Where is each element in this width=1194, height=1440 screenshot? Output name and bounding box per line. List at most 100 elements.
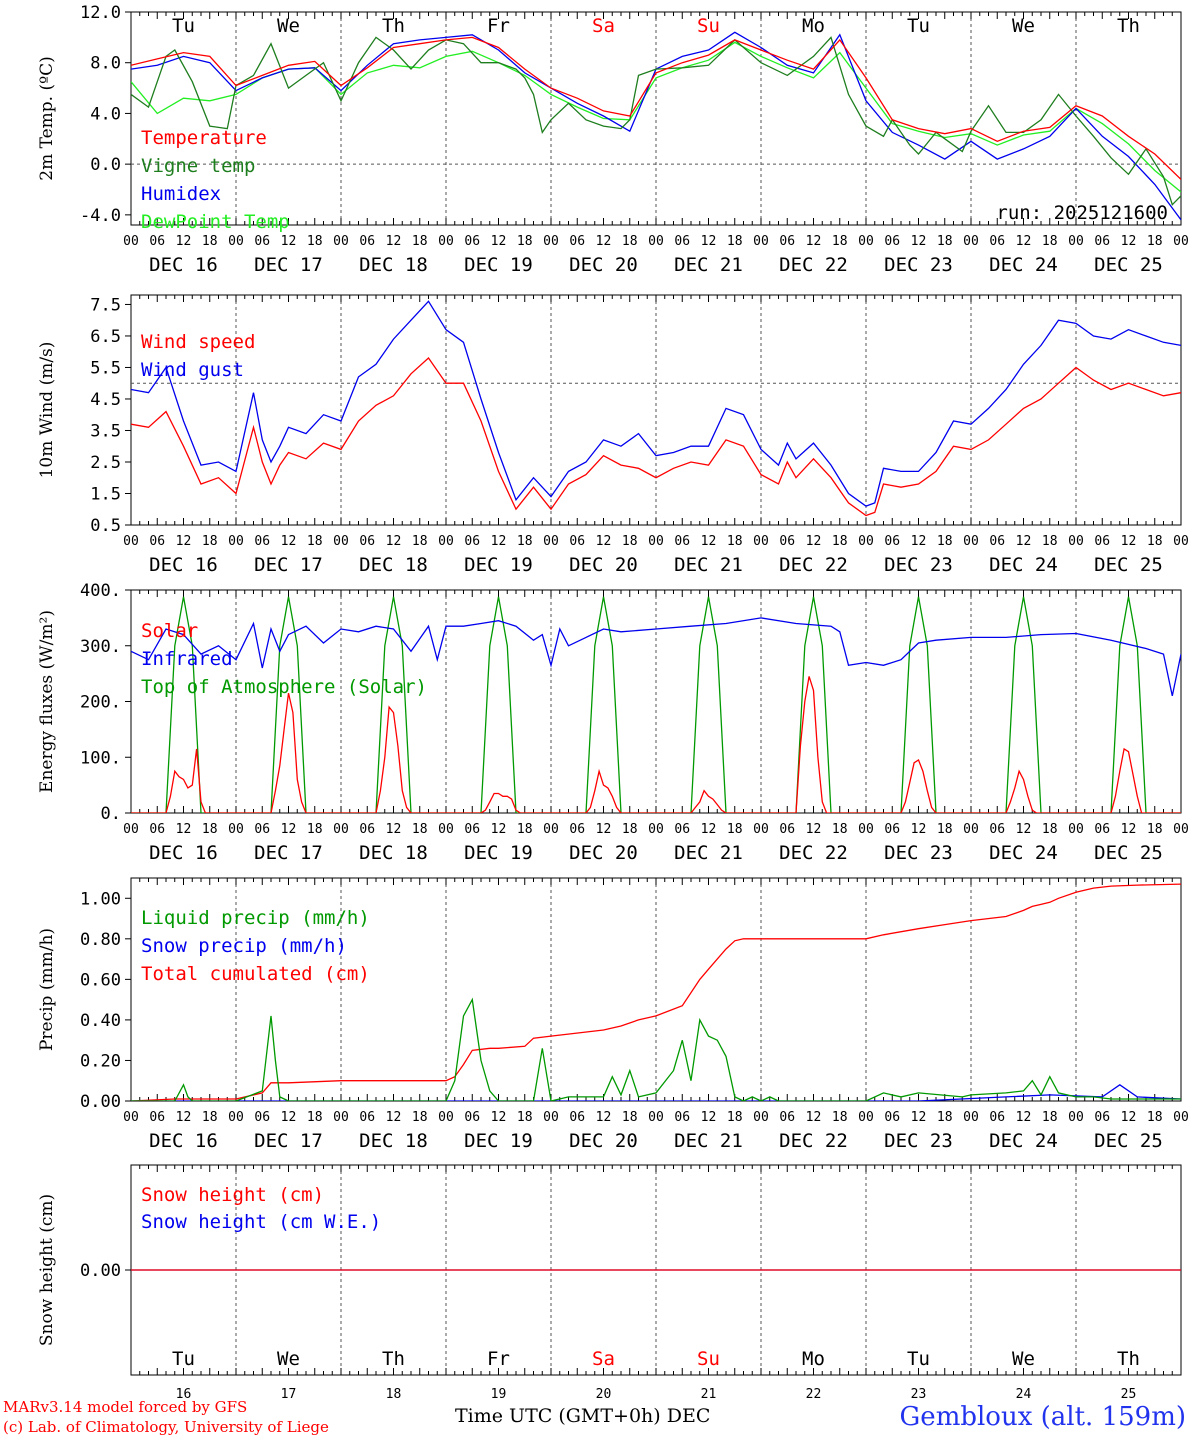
energy-date-label: DEC 17 — [254, 842, 323, 864]
precip-hour-label: 12 — [491, 1110, 507, 1125]
precip-hour-label: 18 — [1042, 1110, 1058, 1125]
energy-series-line — [131, 596, 1181, 813]
temp-hour-label: 06 — [884, 234, 900, 249]
snow-y-tick-label: 0.00 — [80, 1261, 121, 1281]
bottom-day-name: We — [277, 1348, 300, 1370]
temp-y-tick-label: -4.0 — [80, 206, 121, 226]
precip-date-label: DEC 18 — [359, 1130, 428, 1152]
bottom-day-number: 25 — [1121, 1387, 1137, 1402]
precip-hour-label: 00 — [228, 1110, 244, 1125]
precip-y-tick-label: 0.40 — [80, 1011, 121, 1031]
wind-hour-label: 18 — [1147, 534, 1163, 549]
snow-legend-entry: Snow height (cm) — [141, 1184, 324, 1206]
time-axis-title: Time UTC (GMT+0h) DEC — [455, 1405, 711, 1427]
precip-hour-label: 00 — [753, 1110, 769, 1125]
bottom-day-name: Su — [697, 1348, 720, 1370]
wind-hour-label: 00 — [648, 534, 664, 549]
top-day-name: Th — [382, 15, 405, 37]
wind-hour-label: 18 — [937, 534, 953, 549]
bottom-day-name: Tu — [172, 1348, 195, 1370]
wind-hour-label: 12 — [491, 534, 507, 549]
wind-hour-label: 06 — [884, 534, 900, 549]
bottom-day-number: 24 — [1016, 1387, 1032, 1402]
temp-hour-label: 18 — [202, 234, 218, 249]
temp-hour-label: 12 — [701, 234, 717, 249]
precip-hour-label: 12 — [911, 1110, 927, 1125]
temp-hour-label: 12 — [176, 234, 192, 249]
precip-hour-label: 06 — [989, 1110, 1005, 1125]
energy-date-label: DEC 23 — [884, 842, 953, 864]
wind-series-line — [131, 300, 1181, 507]
wind-hour-label: 00 — [858, 534, 874, 549]
wind-hour-label: 12 — [1121, 534, 1137, 549]
temp-y-tick-label: 12.0 — [80, 3, 121, 23]
precip-series-line — [131, 997, 1181, 1101]
precip-hour-label: 06 — [359, 1110, 375, 1125]
temp-hour-label: 06 — [779, 234, 795, 249]
precip-hour-label: 18 — [307, 1110, 323, 1125]
wind-hour-label: 12 — [911, 534, 927, 549]
precip-hour-label: 06 — [149, 1110, 165, 1125]
temp-y-axis-label: 2m Temp. (ºC) — [37, 56, 57, 181]
precip-hour-label: 06 — [254, 1110, 270, 1125]
precip-hour-label: 18 — [727, 1110, 743, 1125]
precip-hour-label: 06 — [674, 1110, 690, 1125]
precip-hour-label: 00 — [543, 1110, 559, 1125]
temp-legend-entry: Temperature — [141, 127, 267, 149]
wind-legend-entry: Wind gust — [141, 359, 244, 381]
wind-y-tick-label: 4.5 — [90, 390, 121, 410]
energy-hour-label: 18 — [1147, 822, 1163, 837]
energy-date-label: DEC 21 — [674, 842, 743, 864]
wind-hour-label: 12 — [806, 534, 822, 549]
temp-legend-entry: Vigne temp — [141, 155, 255, 177]
wind-hour-label: 00 — [1068, 534, 1084, 549]
energy-hour-label: 06 — [254, 822, 270, 837]
precip-date-label: DEC 19 — [464, 1130, 533, 1152]
wind-y-axis-label: 10m Wind (m/s) — [37, 342, 57, 479]
bottom-day-number: 18 — [386, 1387, 402, 1402]
energy-y-tick-label: 200. — [80, 693, 121, 713]
precip-legend-entry: Total cumulated (cm) — [141, 963, 370, 985]
energy-date-label: DEC 18 — [359, 842, 428, 864]
energy-hour-label: 06 — [359, 822, 375, 837]
energy-hour-label: 18 — [517, 822, 533, 837]
temp-date-label: DEC 25 — [1094, 254, 1163, 276]
bottom-day-number: 23 — [911, 1387, 927, 1402]
temp-hour-label: 06 — [989, 234, 1005, 249]
wind-hour-label: 00 — [228, 534, 244, 549]
top-day-name: We — [277, 15, 300, 37]
wind-hour-label: 12 — [176, 534, 192, 549]
wind-hour-label: 18 — [412, 534, 428, 549]
wind-date-label: DEC 25 — [1094, 554, 1163, 576]
energy-series-line — [131, 676, 1181, 813]
precip-date-label: DEC 17 — [254, 1130, 323, 1152]
run-label: run: 2025121600 — [996, 202, 1168, 224]
top-day-name: Sa — [592, 15, 615, 37]
wind-hour-label: 12 — [386, 534, 402, 549]
wind-hour-label: 06 — [779, 534, 795, 549]
energy-hour-label: 12 — [281, 822, 297, 837]
wind-hour-label: 06 — [989, 534, 1005, 549]
energy-hour-label: 00 — [438, 822, 454, 837]
precip-hour-label: 18 — [622, 1110, 638, 1125]
top-day-name: Mo — [802, 15, 825, 37]
temp-y-tick-label: 0.0 — [90, 155, 121, 175]
bottom-day-name: Th — [1117, 1348, 1140, 1370]
temp-legend-entry: DewPoint Temp — [141, 211, 290, 233]
bottom-day-number: 19 — [491, 1387, 507, 1402]
precip-hour-label: 06 — [569, 1110, 585, 1125]
energy-hour-label: 18 — [1042, 822, 1058, 837]
precip-hour-label: 18 — [412, 1110, 428, 1125]
energy-hour-label: 12 — [176, 822, 192, 837]
precip-y-tick-label: 0.60 — [80, 970, 121, 990]
energy-hour-label: 00 — [858, 822, 874, 837]
precip-hour-label: 12 — [176, 1110, 192, 1125]
bottom-day-name: Mo — [802, 1348, 825, 1370]
energy-date-label: DEC 19 — [464, 842, 533, 864]
wind-hour-label: 06 — [1094, 534, 1110, 549]
temp-hour-label: 00 — [1173, 234, 1189, 249]
precip-hour-label: 00 — [1173, 1110, 1189, 1125]
energy-hour-label: 12 — [386, 822, 402, 837]
wind-date-label: DEC 19 — [464, 554, 533, 576]
wind-date-label: DEC 16 — [149, 554, 218, 576]
